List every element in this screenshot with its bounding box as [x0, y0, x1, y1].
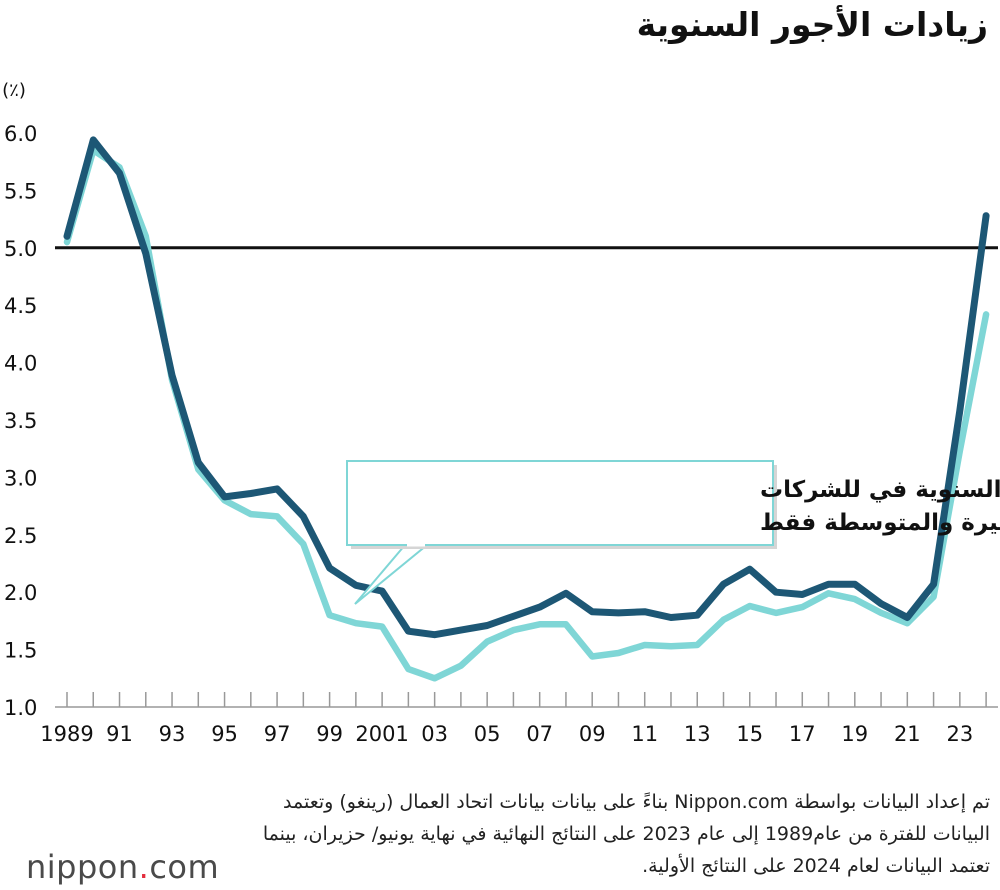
- x-tick-label: 13: [684, 722, 711, 746]
- annotation-box: [346, 460, 774, 546]
- x-tick-label: 05: [474, 722, 501, 746]
- y-tick-label: 4.5: [4, 294, 37, 318]
- annotation-pointer: [354, 544, 430, 605]
- nippon-logo: nippon.com: [26, 848, 219, 886]
- x-tick-label: 07: [526, 722, 553, 746]
- chart-title: زيادات الأجور السنوية: [636, 5, 988, 44]
- series-line-sme-only: [63, 146, 990, 682]
- x-tick-label: 99: [316, 722, 343, 746]
- x-tick-label: 15: [736, 722, 763, 746]
- x-tick-label: 03: [421, 722, 448, 746]
- series-lines: [63, 136, 990, 682]
- y-tick-label: 5.5: [4, 179, 37, 203]
- x-tick-label: 11: [631, 722, 658, 746]
- y-tick-label: 5.0: [4, 237, 37, 261]
- annotation-line-2: الصغيرة والمتوسطة فقط: [760, 510, 1000, 536]
- x-axis: 1989 91 93 95 97 99 2001 03 05 07 09 11 13 15 17 19 21 23: [40, 692, 998, 746]
- x-tick-label: 21: [894, 722, 921, 746]
- x-tick-label: 23: [946, 722, 973, 746]
- y-tick-label: 3.0: [4, 466, 37, 490]
- logo-dot: .: [138, 848, 150, 886]
- x-tick-label: 1989: [40, 722, 93, 746]
- x-tick-label: 97: [264, 722, 291, 746]
- x-tick-label: 19: [841, 722, 868, 746]
- logo-tld: com: [149, 848, 220, 886]
- y-axis-unit-label: (٪): [2, 80, 26, 101]
- annotation-line-1: زيادات الأجور السنوية في للشركات: [760, 474, 1000, 503]
- y-tick-label: 6.0: [4, 122, 37, 146]
- chart-svg: (٪) 1.0 1.5 2.0 2.5 3.0 3.5 4.0 4.5 5.0 5.5 6.0 19…: [2, 80, 1000, 746]
- y-tick-label: 2.0: [4, 581, 37, 605]
- y-axis: 1.0 1.5 2.0 2.5 3.0 3.5 4.0 4.5 5.0 5.5 6.0: [4, 122, 37, 720]
- y-tick-label: 1.5: [4, 639, 37, 663]
- y-tick-label: 4.0: [4, 352, 37, 376]
- y-tick-label: 2.5: [4, 524, 37, 548]
- logo-name: nippon: [26, 848, 139, 886]
- x-tick-label: 17: [789, 722, 816, 746]
- x-tick-label: 2001: [355, 722, 408, 746]
- x-tick-label: 91: [106, 722, 133, 746]
- source-note: تم إعداد البيانات بواسطة Nippon.com بناء…: [262, 791, 990, 877]
- y-tick-label: 1.0: [4, 696, 37, 720]
- y-tick-label: 3.5: [4, 409, 37, 433]
- series-annotation: زيادات الأجور السنوية في للشركات الصغيرة…: [346, 460, 1000, 605]
- series-line-all-companies: [63, 136, 990, 639]
- x-tick-label: 95: [211, 722, 238, 746]
- x-tick-label: 09: [579, 722, 606, 746]
- x-tick-label: 93: [159, 722, 186, 746]
